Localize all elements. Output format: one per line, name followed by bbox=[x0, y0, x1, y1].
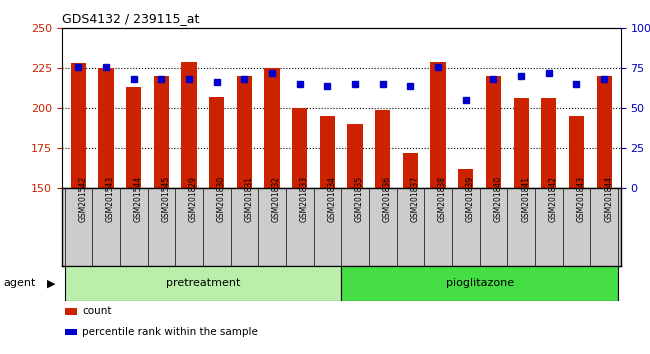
Bar bbox=[265, 68, 279, 188]
Text: GSM201545: GSM201545 bbox=[161, 176, 170, 222]
Text: GSM201833: GSM201833 bbox=[300, 176, 309, 222]
Bar bbox=[458, 169, 473, 188]
Bar bbox=[403, 153, 418, 188]
Text: GSM201832: GSM201832 bbox=[272, 176, 281, 222]
Bar bbox=[154, 76, 169, 188]
Bar bbox=[541, 98, 556, 188]
Text: GSM201836: GSM201836 bbox=[383, 176, 392, 222]
Text: GSM201542: GSM201542 bbox=[79, 176, 87, 222]
Text: GSM201842: GSM201842 bbox=[549, 176, 558, 222]
Bar bbox=[320, 116, 335, 188]
Text: pretreatment: pretreatment bbox=[166, 278, 240, 288]
Text: GSM201830: GSM201830 bbox=[216, 176, 226, 222]
Text: GSM201843: GSM201843 bbox=[577, 176, 586, 222]
Text: count: count bbox=[82, 306, 111, 316]
Bar bbox=[486, 76, 501, 188]
Bar bbox=[71, 63, 86, 188]
Bar bbox=[569, 116, 584, 188]
Text: GSM201837: GSM201837 bbox=[410, 176, 419, 222]
Bar bbox=[430, 62, 446, 188]
Text: GSM201841: GSM201841 bbox=[521, 176, 530, 222]
Text: ▶: ▶ bbox=[47, 278, 55, 288]
Bar bbox=[237, 76, 252, 188]
Bar bbox=[126, 87, 141, 188]
Bar bbox=[209, 97, 224, 188]
Text: percentile rank within the sample: percentile rank within the sample bbox=[82, 327, 258, 337]
Text: GSM201844: GSM201844 bbox=[604, 176, 613, 222]
Text: GSM201829: GSM201829 bbox=[189, 176, 198, 222]
Text: GDS4132 / 239115_at: GDS4132 / 239115_at bbox=[62, 12, 199, 25]
Text: GSM201838: GSM201838 bbox=[438, 176, 447, 222]
Bar bbox=[514, 98, 528, 188]
Bar bbox=[181, 62, 197, 188]
Text: GSM201831: GSM201831 bbox=[244, 176, 254, 222]
Bar bbox=[348, 124, 363, 188]
Text: GSM201544: GSM201544 bbox=[134, 176, 143, 222]
Bar bbox=[341, 266, 618, 301]
Text: GSM201839: GSM201839 bbox=[466, 176, 474, 222]
Bar bbox=[98, 68, 114, 188]
Text: pioglitazone: pioglitazone bbox=[445, 278, 514, 288]
Text: agent: agent bbox=[3, 278, 36, 288]
Bar bbox=[292, 108, 307, 188]
Text: GSM201840: GSM201840 bbox=[493, 176, 502, 222]
Bar bbox=[64, 266, 341, 301]
Bar bbox=[375, 110, 391, 188]
Bar bbox=[597, 76, 612, 188]
Text: GSM201543: GSM201543 bbox=[106, 176, 115, 222]
Text: GSM201834: GSM201834 bbox=[328, 176, 337, 222]
Text: GSM201835: GSM201835 bbox=[355, 176, 364, 222]
